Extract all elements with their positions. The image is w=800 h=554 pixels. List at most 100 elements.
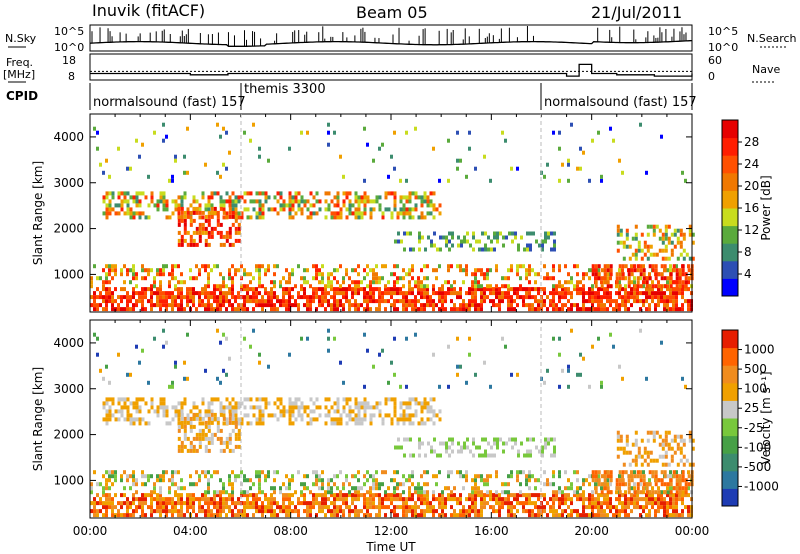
velocity-cell <box>471 501 474 506</box>
velocity-cell <box>201 470 204 475</box>
velocity-cell <box>432 490 435 495</box>
velocity-cell <box>423 513 426 518</box>
power-cell <box>460 243 463 248</box>
velocity-cell <box>652 438 656 443</box>
velocity-cell <box>681 474 685 479</box>
power-cell <box>502 235 505 240</box>
velocity-cell <box>474 505 477 510</box>
velocity-cell <box>582 509 585 514</box>
velocity-cell <box>405 417 409 422</box>
power-cell <box>159 268 162 273</box>
power-cell <box>282 199 286 204</box>
power-cell <box>318 272 321 277</box>
velocity-cell <box>330 405 334 410</box>
power-cell <box>675 295 678 300</box>
y-tick-label: 2000 <box>53 428 84 442</box>
power-cell <box>621 299 624 304</box>
power-cell <box>231 264 234 269</box>
velocity-cell <box>180 493 183 498</box>
power-cell <box>195 226 199 231</box>
power-cell <box>297 199 301 204</box>
velocity-cell <box>672 509 675 514</box>
velocity-cell <box>252 501 255 506</box>
velocity-cell <box>135 490 138 495</box>
power-cell <box>384 264 387 269</box>
power-cell <box>201 191 205 196</box>
power-cell <box>258 146 261 151</box>
power-cell <box>471 303 474 308</box>
velocity-cell <box>498 505 501 510</box>
power-cell <box>204 203 208 208</box>
velocity-cell <box>369 417 373 422</box>
power-cell <box>399 195 403 200</box>
power-cell <box>505 235 508 240</box>
velocity-cell <box>96 513 99 518</box>
velocity-cell <box>189 421 193 426</box>
velocity-cell <box>687 470 690 475</box>
velocity-cell <box>484 453 487 458</box>
power-cell <box>204 230 208 235</box>
velocity-cell <box>171 482 174 487</box>
power-cell <box>651 284 655 289</box>
power-cell <box>333 215 337 220</box>
velocity-cell <box>462 509 465 514</box>
velocity-cell <box>430 449 433 454</box>
power-cell <box>646 232 650 237</box>
power-cell <box>141 268 144 273</box>
velocity-cell <box>486 482 489 487</box>
power-cell <box>594 284 598 289</box>
power-cell <box>222 303 225 308</box>
power-cell <box>507 291 510 296</box>
velocity-cell <box>357 490 360 495</box>
velocity-cell <box>678 513 681 518</box>
power-cell <box>333 299 336 304</box>
velocity-cell <box>670 446 674 451</box>
power-cell <box>309 215 313 220</box>
power-cell <box>204 264 207 269</box>
power-cell <box>474 276 477 281</box>
velocity-cell <box>390 497 393 502</box>
power-cell <box>624 303 627 308</box>
power-cell <box>360 287 363 292</box>
velocity-cell <box>631 442 635 447</box>
velocity-cell <box>351 493 354 498</box>
velocity-cell <box>675 482 679 487</box>
power-cell <box>342 199 346 204</box>
power-cell <box>198 222 202 227</box>
velocity-cell <box>336 409 340 414</box>
velocity-cell <box>165 509 168 514</box>
velocity-cell <box>192 412 196 417</box>
power-cell <box>294 299 297 304</box>
y-tick-label: 1000 <box>53 473 84 487</box>
velocity-cell <box>153 482 156 487</box>
power-cell <box>642 280 645 285</box>
power-cell <box>315 287 318 292</box>
velocity-cell <box>201 397 205 402</box>
velocity-cell <box>243 505 246 510</box>
velocity-cell <box>636 474 640 479</box>
velocity-cell <box>318 413 322 418</box>
power-cell <box>507 303 510 308</box>
power-cell <box>642 291 645 296</box>
power-cell <box>594 295 597 300</box>
velocity-cell <box>285 409 289 414</box>
velocity-cell <box>441 509 444 514</box>
velocity-cell <box>144 513 147 518</box>
power-cell <box>483 276 486 281</box>
velocity-cell <box>516 470 519 475</box>
velocity-cell <box>682 454 686 459</box>
power-cell <box>288 291 291 296</box>
velocity-cell <box>138 360 141 365</box>
power-cell <box>543 291 546 296</box>
power-cell <box>162 122 165 127</box>
cpid-mode-3: normalsound (fast) 157 <box>544 95 697 110</box>
power-cell <box>433 243 436 248</box>
velocity-cell <box>228 432 232 437</box>
power-cell <box>654 307 657 312</box>
power-cell <box>204 238 208 243</box>
power-cell <box>336 303 339 308</box>
velocity-cell <box>321 497 324 502</box>
velocity-cell <box>564 493 567 498</box>
power-cell <box>666 295 669 300</box>
power-cell <box>177 303 180 308</box>
